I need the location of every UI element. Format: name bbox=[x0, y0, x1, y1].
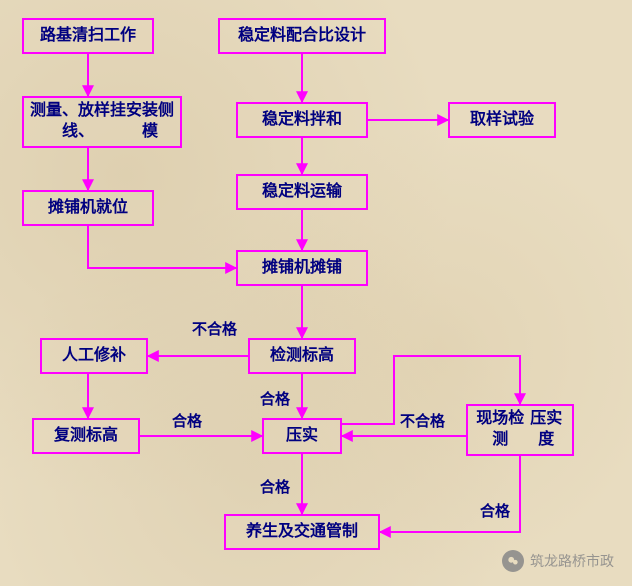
node-n14: 养生及交通管制 bbox=[224, 514, 380, 550]
edge-label-15: 合格 bbox=[480, 500, 510, 521]
edge-label-8: 不合格 bbox=[192, 318, 237, 339]
node-n10: 人工修补 bbox=[40, 338, 148, 374]
node-n6: 摊铺机就位 bbox=[22, 190, 154, 226]
node-n9: 检测标高 bbox=[248, 338, 356, 374]
node-n8: 摊铺机摊铺 bbox=[236, 250, 368, 286]
node-n5: 取样试验 bbox=[448, 102, 556, 138]
attribution: 筑龙路桥市政 bbox=[502, 550, 614, 572]
node-n12: 压实 bbox=[262, 418, 342, 454]
node-n3: 测量、放样挂线、安装侧模 bbox=[22, 96, 182, 148]
node-n2: 稳定料配合比设计 bbox=[218, 18, 386, 54]
edge-label-11: 合格 bbox=[172, 410, 202, 431]
edge-label-14: 合格 bbox=[260, 476, 290, 497]
node-n13: 现场检测压实度 bbox=[466, 404, 574, 456]
diagram-background bbox=[0, 0, 632, 586]
node-n1: 路基清扫工作 bbox=[22, 18, 154, 54]
node-n7: 稳定料运输 bbox=[236, 174, 368, 210]
node-n4: 稳定料拌和 bbox=[236, 102, 368, 138]
wechat-icon bbox=[502, 550, 524, 572]
node-n11: 复测标高 bbox=[32, 418, 140, 454]
attribution-text: 筑龙路桥市政 bbox=[530, 551, 614, 571]
edge-label-10: 合格 bbox=[260, 388, 290, 409]
edge-label-12: 不合格 bbox=[400, 410, 445, 431]
